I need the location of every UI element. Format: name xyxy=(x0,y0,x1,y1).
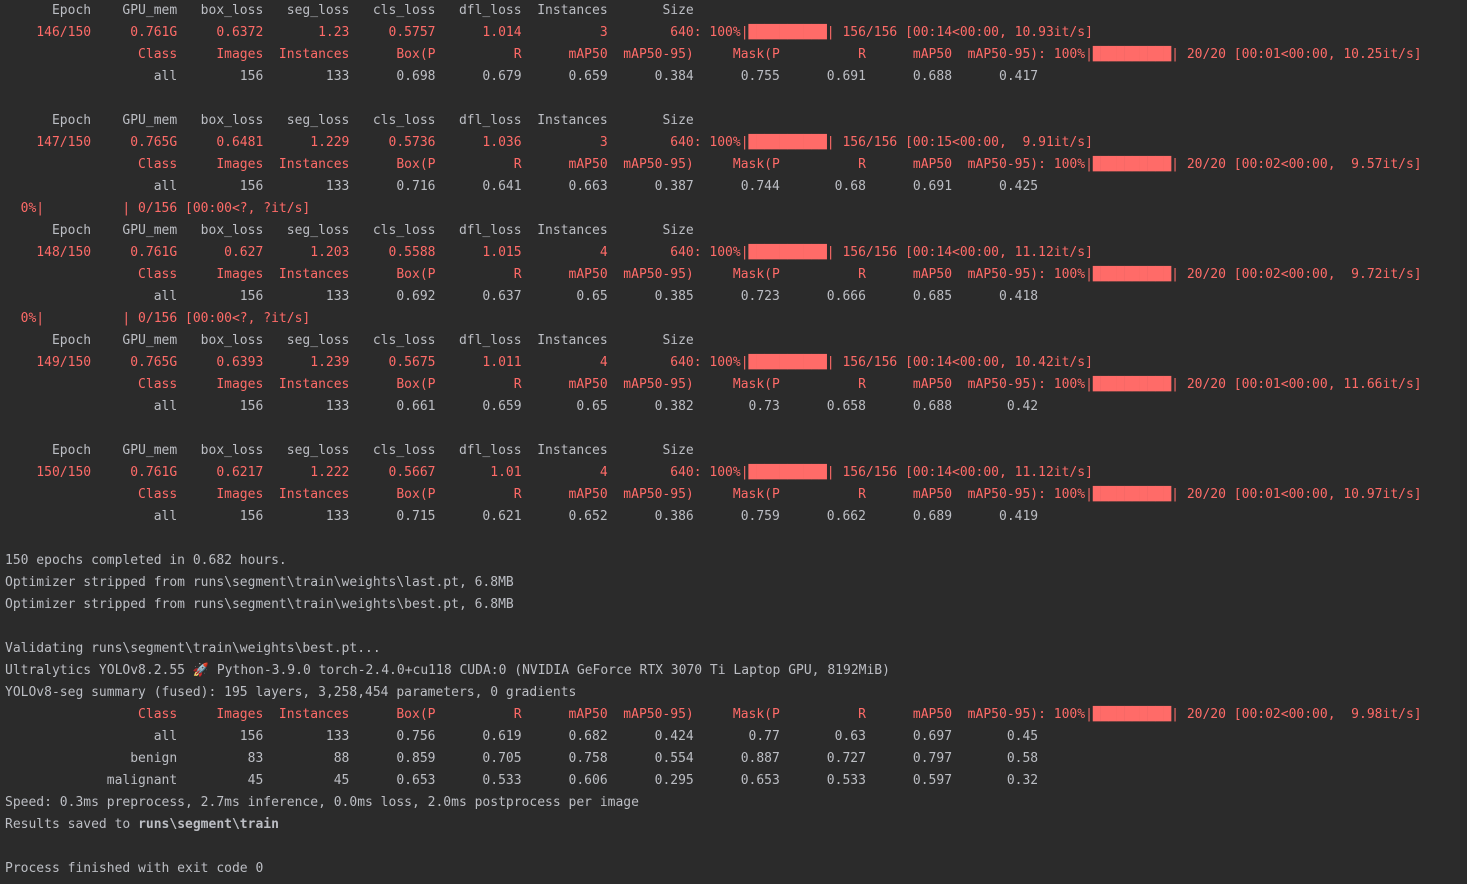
console-line: Class Images Instances Box(P R mAP50 mAP… xyxy=(5,374,1467,396)
console-line: Class Images Instances Box(P R mAP50 mAP… xyxy=(5,704,1467,726)
console-line: Process finished with exit code 0 xyxy=(5,858,1467,880)
console-line xyxy=(5,616,1467,638)
console-line-text: Class Images Instances Box(P R mAP50 mAP… xyxy=(5,267,1422,282)
console-line: Optimizer stripped from runs\segment\tra… xyxy=(5,594,1467,616)
console-line: Epoch GPU_mem box_loss seg_loss cls_loss… xyxy=(5,110,1467,132)
console-line: 150/150 0.761G 0.6217 1.222 0.5667 1.01 … xyxy=(5,462,1467,484)
console-line xyxy=(5,836,1467,858)
console-line-text: Validating runs\segment\train\weights\be… xyxy=(5,641,381,656)
console-line xyxy=(5,418,1467,440)
console-line-text: Epoch GPU_mem box_loss seg_loss cls_loss… xyxy=(5,223,694,238)
console-line-text: malignant 45 45 0.653 0.533 0.606 0.295 … xyxy=(5,773,1039,788)
console-line: Epoch GPU_mem box_loss seg_loss cls_loss… xyxy=(5,220,1467,242)
console-line: Class Images Instances Box(P R mAP50 mAP… xyxy=(5,484,1467,506)
console-line-text: Optimizer stripped from runs\segment\tra… xyxy=(5,597,514,612)
console-line-text: all 156 133 0.692 0.637 0.65 0.385 0.723… xyxy=(5,289,1039,304)
console-line-text: Class Images Instances Box(P R mAP50 mAP… xyxy=(5,377,1422,392)
console-line: malignant 45 45 0.653 0.533 0.606 0.295 … xyxy=(5,770,1467,792)
console-line: all 156 133 0.715 0.621 0.652 0.386 0.75… xyxy=(5,506,1467,528)
console-line: Results saved to runs\segment\train xyxy=(5,814,1467,836)
console-line-text: Optimizer stripped from runs\segment\tra… xyxy=(5,575,514,590)
console-line: 148/150 0.761G 0.627 1.203 0.5588 1.015 … xyxy=(5,242,1467,264)
console-line: 0%| | 0/156 [00:00<?, ?it/s] xyxy=(5,198,1467,220)
console-line: Class Images Instances Box(P R mAP50 mAP… xyxy=(5,264,1467,286)
console-output: Epoch GPU_mem box_loss seg_loss cls_loss… xyxy=(5,0,1467,884)
console-line: Ultralytics YOLOv8.2.55 🚀 Python-3.9.0 t… xyxy=(5,660,1467,682)
console-line-text: Results saved to xyxy=(5,817,139,832)
console-line: Class Images Instances Box(P R mAP50 mAP… xyxy=(5,44,1467,66)
console-line-text: 149/150 0.765G 0.6393 1.239 0.5675 1.011… xyxy=(5,355,1093,370)
console-line-text: 150 epochs completed in 0.682 hours. xyxy=(5,553,287,568)
console-line: benign 83 88 0.859 0.705 0.758 0.554 0.8… xyxy=(5,748,1467,770)
console-line-text: all 156 133 0.716 0.641 0.663 0.387 0.74… xyxy=(5,179,1039,194)
console-line-text: Epoch GPU_mem box_loss seg_loss cls_loss… xyxy=(5,443,694,458)
console-line-text: all 156 133 0.756 0.619 0.682 0.424 0.77… xyxy=(5,729,1039,744)
console-line-text: 150/150 0.761G 0.6217 1.222 0.5667 1.01 … xyxy=(5,465,1093,480)
console-line-text: all 156 133 0.715 0.621 0.652 0.386 0.75… xyxy=(5,509,1039,524)
console-line: Speed: 0.3ms preprocess, 2.7ms inference… xyxy=(5,792,1467,814)
console-line: all 156 133 0.698 0.679 0.659 0.384 0.75… xyxy=(5,66,1467,88)
console-line-text: Class Images Instances Box(P R mAP50 mAP… xyxy=(5,707,1422,722)
console-line-text: benign 83 88 0.859 0.705 0.758 0.554 0.8… xyxy=(5,751,1039,766)
console-line-text: Epoch GPU_mem box_loss seg_loss cls_loss… xyxy=(5,3,694,18)
console-line: all 156 133 0.716 0.641 0.663 0.387 0.74… xyxy=(5,176,1467,198)
console-line: 150 epochs completed in 0.682 hours. xyxy=(5,550,1467,572)
console-line-path: runs\segment\train xyxy=(138,817,279,832)
console-line-text: Class Images Instances Box(P R mAP50 mAP… xyxy=(5,487,1422,502)
console-line xyxy=(5,88,1467,110)
console-line: 147/150 0.765G 0.6481 1.229 0.5736 1.036… xyxy=(5,132,1467,154)
console-line: YOLOv8-seg summary (fused): 195 layers, … xyxy=(5,682,1467,704)
console-line: 149/150 0.765G 0.6393 1.239 0.5675 1.011… xyxy=(5,352,1467,374)
console-line: Validating runs\segment\train\weights\be… xyxy=(5,638,1467,660)
console-line-text: 146/150 0.761G 0.6372 1.23 0.5757 1.014 … xyxy=(5,25,1093,40)
console-line-text: Process finished with exit code 0 xyxy=(5,861,264,876)
console-line: Class Images Instances Box(P R mAP50 mAP… xyxy=(5,154,1467,176)
console-line: all 156 133 0.756 0.619 0.682 0.424 0.77… xyxy=(5,726,1467,748)
console-line-text: Ultralytics YOLOv8.2.55 🚀 Python-3.9.0 t… xyxy=(5,663,890,678)
console-line-text: 0%| | 0/156 [00:00<?, ?it/s] xyxy=(5,201,311,216)
console-line-text: all 156 133 0.661 0.659 0.65 0.382 0.73 … xyxy=(5,399,1039,414)
console-line: Epoch GPU_mem box_loss seg_loss cls_loss… xyxy=(5,330,1467,352)
console-line: Epoch GPU_mem box_loss seg_loss cls_loss… xyxy=(5,0,1467,22)
console-line-text: 0%| | 0/156 [00:00<?, ?it/s] xyxy=(5,311,311,326)
console-line: 146/150 0.761G 0.6372 1.23 0.5757 1.014 … xyxy=(5,22,1467,44)
console-line: all 156 133 0.692 0.637 0.65 0.385 0.723… xyxy=(5,286,1467,308)
console-line: Epoch GPU_mem box_loss seg_loss cls_loss… xyxy=(5,440,1467,462)
console-line-text: 147/150 0.765G 0.6481 1.229 0.5736 1.036… xyxy=(5,135,1093,150)
console-line: all 156 133 0.661 0.659 0.65 0.382 0.73 … xyxy=(5,396,1467,418)
console-line-text: YOLOv8-seg summary (fused): 195 layers, … xyxy=(5,685,577,700)
console-line: 0%| | 0/156 [00:00<?, ?it/s] xyxy=(5,308,1467,330)
console-line: Optimizer stripped from runs\segment\tra… xyxy=(5,572,1467,594)
console-line-text: Class Images Instances Box(P R mAP50 mAP… xyxy=(5,157,1422,172)
console-line-text: Speed: 0.3ms preprocess, 2.7ms inference… xyxy=(5,795,639,810)
console-line-text: all 156 133 0.698 0.679 0.659 0.384 0.75… xyxy=(5,69,1039,84)
console-line-text: 148/150 0.761G 0.627 1.203 0.5588 1.015 … xyxy=(5,245,1093,260)
console-line-text: Epoch GPU_mem box_loss seg_loss cls_loss… xyxy=(5,333,694,348)
console-line-text: Class Images Instances Box(P R mAP50 mAP… xyxy=(5,47,1422,62)
console-line-text: Epoch GPU_mem box_loss seg_loss cls_loss… xyxy=(5,113,694,128)
console-line xyxy=(5,528,1467,550)
